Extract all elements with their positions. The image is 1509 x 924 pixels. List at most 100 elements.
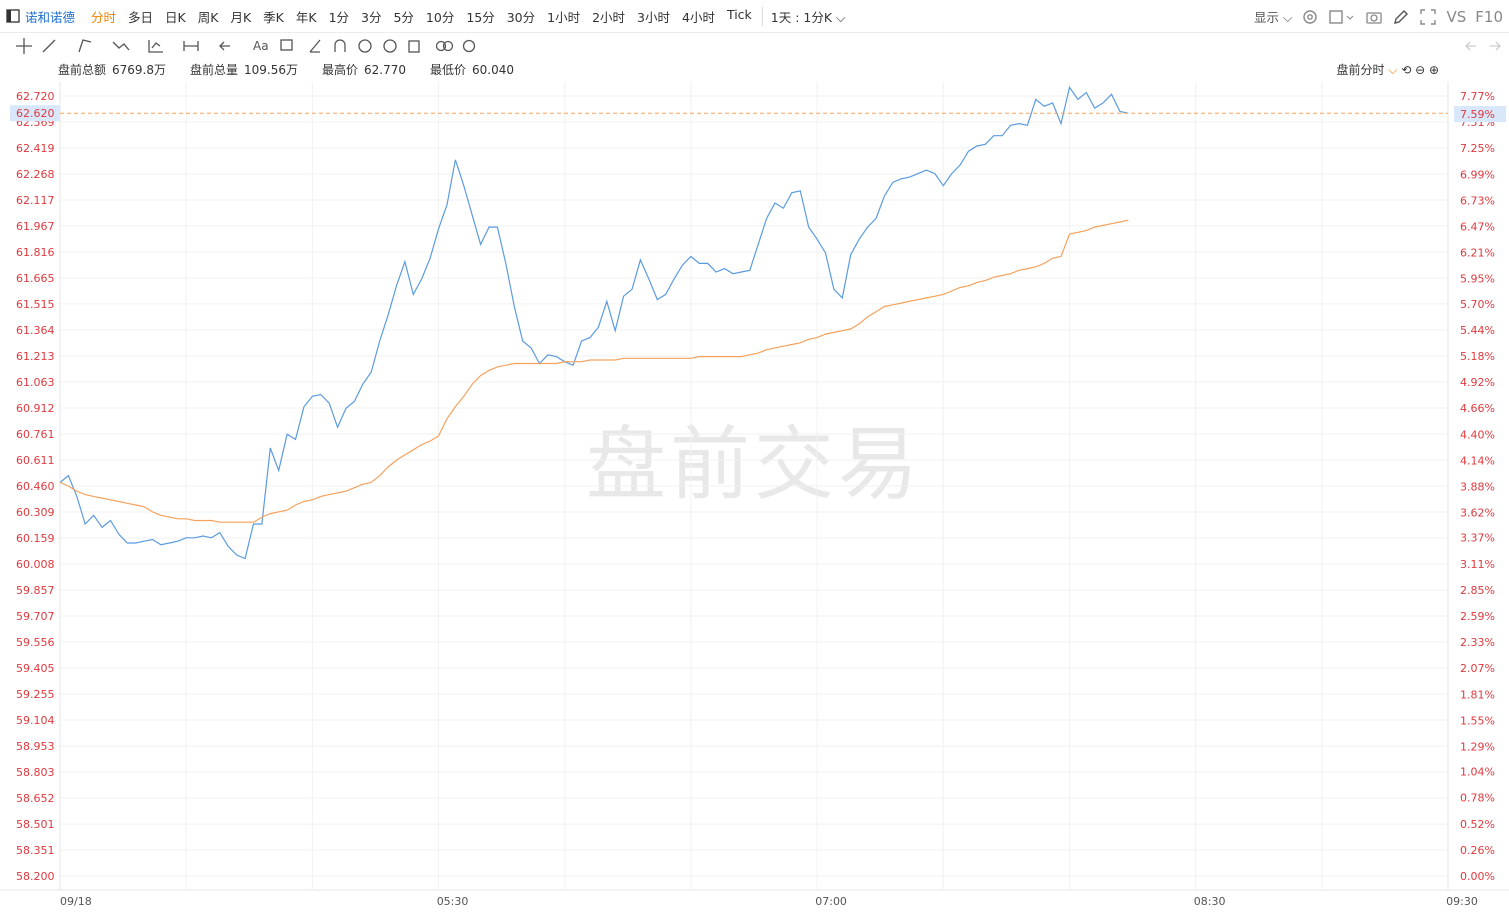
move-tool[interactable] [16,38,32,54]
range-select[interactable]: 1天 : 1分K ⌵ [761,6,846,26]
top-right-tools: 显示 ⌵ VS F10 [1254,0,1503,33]
y-tick-label: 61.665 [16,272,55,285]
note-tool[interactable] [280,39,293,51]
y-tick-label: 60.460 [16,480,55,493]
period-tab[interactable]: 月K [230,9,252,25]
stats-bar: 盘前分时 ⌵ ⟲ ⊖ ⊕ 盘前总额 6769.8万 盘前总量 109.56万 最高价 62… [0,58,1509,80]
f10-button[interactable]: F10 [1475,7,1503,26]
stat-label: 最低价 [430,63,467,77]
x-tick-label: 08:30 [1194,895,1226,908]
angle-tool[interactable] [309,39,321,53]
stat-label: 盘前总额 [58,63,107,77]
y2-tick-label: 5.95% [1460,273,1495,286]
y-tick-label: 58.200 [16,870,55,883]
layout-icon[interactable] [1328,8,1356,26]
draw-settings[interactable] [462,39,476,53]
line-tool[interactable] [42,39,56,53]
redo[interactable] [1490,41,1501,51]
y-tick-label: 59.857 [16,584,55,597]
hide-tool[interactable] [383,39,397,53]
period-tab[interactable]: 日K [165,9,186,25]
y2-tick-label: 3.37% [1460,532,1495,545]
y2-tick-label: 4.40% [1460,428,1495,441]
cycle-tool[interactable] [358,39,372,53]
y2-tick-label: 0.26% [1460,844,1495,857]
y2-tick-label: 1.29% [1460,741,1495,754]
current-price-label: 62.620 [16,107,55,120]
text-tool[interactable]: Aa [253,39,269,53]
period-tab[interactable]: 30分 [506,9,536,25]
y-tick-label: 60.309 [16,506,55,519]
x-tick-label: 07:00 [815,895,847,908]
arc-tool[interactable] [334,39,346,52]
y-tick-label: 60.611 [16,454,55,467]
view-text: 盘前分时 [1336,63,1385,77]
price-line [59,85,1129,560]
period-tab[interactable]: 周K [197,9,219,25]
period-tab[interactable]: 2小时 [592,9,626,25]
y2-tick-label: 0.78% [1460,792,1495,805]
camera-icon[interactable] [1365,8,1383,26]
period-tab[interactable]: 3小时 [637,9,670,25]
y2-tick-label: 2.07% [1460,662,1495,675]
display-menu[interactable]: 显示 ⌵ [1254,10,1293,25]
x-tick-label: 05:30 [437,895,469,908]
y2-tick-label: 0.00% [1460,870,1495,883]
view-select[interactable]: 盘前分时 ⌵ ⟲ ⊖ ⊕ [1336,63,1439,77]
y-tick-label: 59.255 [16,688,55,701]
measure-tool[interactable] [183,41,199,51]
stat-value: 6769.8万 [112,63,167,77]
period-tab[interactable]: Tick [726,6,752,22]
period-tab[interactable]: 5分 [393,9,414,25]
period-tab[interactable]: 季K [263,9,284,25]
current-price-box [10,105,60,122]
period-tab[interactable]: 15分 [466,9,495,25]
y-tick-label: 62.419 [16,142,55,155]
y2-tick-label: 2.85% [1460,584,1495,597]
y2-tick-label: 6.99% [1460,168,1495,181]
y-tick-label: 59.405 [16,662,55,675]
period-tab[interactable]: 多日 [128,9,154,25]
undo[interactable] [1465,41,1476,51]
fib-tool[interactable] [148,40,163,53]
y-tick-label: 61.063 [16,376,55,389]
period-tab[interactable]: 分时 [91,9,117,25]
y2-tick-label: 4.66% [1460,402,1495,415]
y-tick-label: 61.515 [16,298,55,311]
y2-tick-label: 3.62% [1460,507,1495,520]
period-tab[interactable]: 3分 [361,9,382,25]
settings-icon[interactable] [1301,8,1319,26]
channel-tool[interactable] [78,39,92,53]
period-tab[interactable]: 年K [295,9,317,25]
fullscreen-icon[interactable] [1419,8,1437,26]
y-tick-label: 60.912 [16,402,55,415]
y2-tick-label: 0.52% [1460,818,1495,831]
stat-label: 最高价 [322,63,359,77]
current-pct-box [1454,106,1506,123]
period-tab[interactable]: 10分 [425,9,455,25]
y2-tick-label: 2.33% [1460,636,1495,649]
stock-name[interactable]: 诺和诺德 [6,7,75,26]
y-tick-label: 62.720 [16,90,55,103]
arrow-tool[interactable] [219,41,230,51]
period-tab[interactable]: 1分 [328,9,350,25]
wave-tool[interactable] [112,41,130,51]
link-tool[interactable] [435,40,447,52]
y2-tick-label: 1.55% [1460,714,1495,727]
pen-icon[interactable] [1392,8,1410,26]
period-tab[interactable]: 1小时 [547,9,581,25]
range-text: 1天 : 1分K [770,9,833,25]
period-tab[interactable]: 4小时 [682,9,715,25]
y2-tick-label: 6.47% [1460,220,1495,233]
vs-button[interactable]: VS [1446,7,1467,26]
y-tick-label: 58.652 [16,792,55,805]
y-tick-label: 61.364 [16,324,55,337]
y-tick-label: 58.953 [16,740,55,753]
y2-tick-label: 1.81% [1460,688,1495,701]
y-tick-label: 61.213 [16,350,55,363]
delete-tool[interactable] [408,40,420,53]
chart: 盘前交易 58.200 58.351 58.501 58.652 58.803 58.953… [0,82,1509,908]
stat-value: 62.770 [364,63,407,77]
y2-tick-label: 3.11% [1460,558,1495,571]
